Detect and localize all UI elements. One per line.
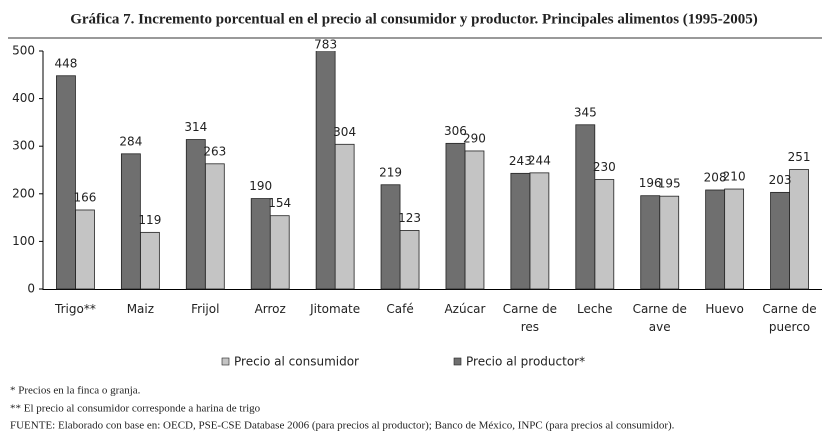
bar	[640, 195, 661, 290]
x-tick-label: Carne de res	[502, 302, 557, 334]
x-tick-label: Carne de ave	[632, 302, 687, 334]
x-tick-label: Maiz	[126, 302, 155, 316]
value-label: 244	[528, 153, 551, 167]
value-label: 230	[593, 160, 616, 174]
value-label: 783	[314, 38, 337, 52]
value-label: 154	[268, 196, 291, 210]
footnote: FUENTE: Elaborado con base en: OECD, PSE…	[10, 420, 675, 432]
y-tick-label: 100	[12, 234, 35, 248]
bar	[269, 215, 290, 290]
bar	[139, 231, 160, 290]
value-label: 123	[398, 211, 421, 225]
bar	[445, 142, 466, 290]
value-label: 190	[249, 179, 272, 193]
value-label: 208	[704, 170, 727, 184]
y-tick-label: 0	[27, 282, 35, 296]
bar	[334, 143, 355, 290]
plot-area	[56, 51, 809, 290]
value-label: 345	[574, 105, 597, 119]
bar	[705, 189, 726, 290]
bar	[510, 172, 531, 290]
value-label: 210	[723, 170, 746, 184]
value-label: 304	[333, 125, 356, 139]
bar	[770, 191, 790, 290]
chart-title: Gráfica 7. Incremento porcentual en el p…	[70, 11, 758, 27]
x-tick-label: Café	[386, 302, 414, 316]
y-tick-label: 300	[12, 139, 35, 153]
footnote: * Precios en la finca o granja.	[10, 385, 141, 397]
y-tick-label: 200	[12, 186, 35, 200]
value-label: 119	[138, 213, 161, 227]
bar	[75, 209, 95, 290]
legend-swatch	[453, 357, 462, 366]
y-tick-label: 500	[12, 44, 35, 58]
value-label: 290	[463, 131, 486, 145]
footnote: ** El precio al consumidor corresponde a…	[10, 403, 261, 415]
bar	[575, 124, 596, 290]
bar	[56, 75, 76, 290]
x-tick-label: Leche	[577, 302, 613, 316]
value-label: 203	[769, 173, 792, 187]
value-label: 251	[788, 150, 811, 164]
value-label: 314	[184, 120, 207, 134]
legend-label: Precio al productor*	[466, 355, 585, 369]
value-label: 448	[55, 56, 78, 70]
bar	[380, 184, 401, 290]
x-tick-label: Arroz	[254, 302, 286, 316]
x-tick-label: Huevo	[705, 302, 744, 316]
legend-label: Precio al consumidor	[234, 355, 359, 369]
value-label: 263	[203, 144, 226, 158]
x-tick-label: Frijol	[191, 302, 220, 316]
bar	[789, 169, 809, 290]
bar	[594, 179, 615, 290]
value-label: 306	[444, 124, 467, 138]
value-label: 195	[658, 177, 681, 191]
value-label: 196	[639, 176, 662, 190]
value-label: 166	[74, 190, 97, 204]
x-tick-label: Carne de puerco	[762, 302, 817, 334]
bar	[464, 150, 485, 290]
bar	[250, 198, 271, 290]
bar	[659, 195, 680, 290]
bar	[185, 139, 206, 290]
bar	[724, 188, 745, 290]
bar	[204, 163, 225, 290]
value-label: 284	[119, 134, 142, 148]
bar	[315, 51, 336, 290]
bar	[529, 172, 550, 290]
x-tick-label: Trigo**	[55, 302, 96, 316]
x-tick-label: Azúcar	[444, 302, 486, 316]
legend-swatch	[221, 357, 230, 366]
y-tick-label: 400	[12, 91, 35, 105]
bar	[399, 230, 420, 290]
value-label: 243	[509, 154, 532, 168]
value-label: 219	[379, 165, 402, 179]
bar	[120, 153, 141, 290]
x-tick-label: Jitomate	[310, 302, 361, 316]
